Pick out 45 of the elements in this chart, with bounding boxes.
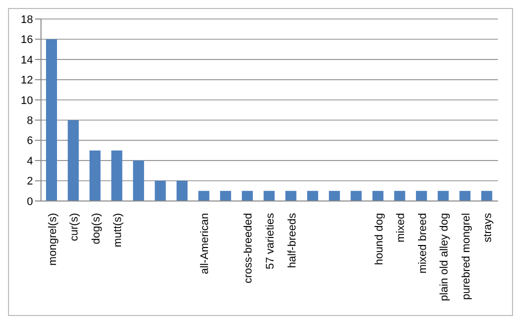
x-tick-label: all-American (199, 213, 212, 274)
bar (264, 190, 275, 201)
bar (350, 190, 362, 201)
y-tick-label: 16 (20, 34, 33, 46)
y-tick-label: 14 (20, 54, 33, 66)
x-tick-label: cross-breeded (242, 213, 255, 284)
bar (328, 190, 340, 201)
x-tick-label: mixed breed (416, 213, 429, 274)
x-tick-label: strays (482, 212, 494, 242)
bar (285, 190, 296, 201)
bar (220, 190, 232, 201)
x-tick-label: dog(s) (90, 213, 102, 244)
x-tick-label: cur(s) (68, 213, 81, 242)
x-tick-label: mutt(s) (112, 213, 124, 248)
bar (46, 39, 57, 201)
x-tick-label: 57 varieties (264, 212, 276, 270)
x-tick-label: purebred mongrel (460, 213, 472, 300)
bar (307, 190, 318, 201)
bar (68, 120, 79, 201)
y-tick-label: 8 (26, 115, 33, 128)
bar (394, 190, 406, 201)
y-tick-label: 6 (26, 135, 33, 148)
bar (372, 190, 384, 201)
x-tick-label: hound dog (373, 213, 386, 265)
bar (111, 150, 122, 201)
y-tick-label: 10 (20, 94, 33, 107)
x-tick-label: mongrel(s) (46, 213, 59, 266)
bar (133, 160, 144, 201)
bar (154, 180, 166, 201)
bar (242, 190, 253, 201)
bar (438, 190, 449, 201)
bar (459, 190, 470, 201)
x-tick-label: half-breeds (286, 212, 298, 268)
y-tick-label: 0 (26, 196, 33, 208)
x-tick-label: mixed (395, 213, 408, 242)
y-tick-label: 4 (26, 155, 33, 168)
y-tick-label: 2 (26, 176, 33, 188)
bar (416, 190, 427, 201)
bar (90, 150, 101, 201)
bar (176, 180, 188, 201)
bar (198, 190, 210, 201)
bar (481, 190, 492, 201)
x-tick-label: plain old alley dog (438, 213, 451, 302)
y-tick-label: 18 (20, 14, 33, 26)
y-tick-label: 12 (20, 74, 33, 87)
